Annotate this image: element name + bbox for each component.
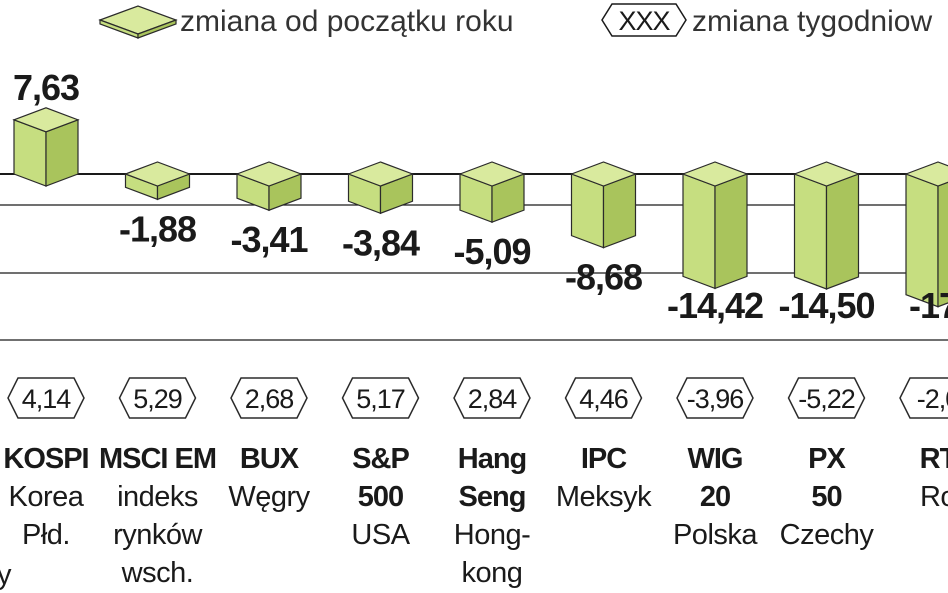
weekly-change-badge: 4,46 bbox=[564, 377, 643, 419]
weekly-change-badge: -2,0 bbox=[899, 377, 948, 419]
weekly-change-badge: 5,29 bbox=[118, 377, 197, 419]
category-description: Ro bbox=[920, 481, 948, 513]
bar bbox=[346, 161, 415, 215]
category-name: WIG bbox=[688, 443, 743, 475]
weekly-change-value: 4,14 bbox=[22, 384, 72, 414]
legend-hexagon-sample: XXX bbox=[618, 6, 670, 36]
category-description: Czechy bbox=[780, 519, 875, 551]
category-name: 500 bbox=[358, 481, 403, 513]
category-description: wsch. bbox=[121, 557, 194, 589]
category-name: Seng bbox=[459, 481, 526, 513]
category-description: Płd. bbox=[22, 519, 70, 551]
category-name: IPC bbox=[581, 443, 627, 475]
weekly-change-value: -2,0 bbox=[917, 384, 948, 414]
bar bbox=[123, 161, 192, 201]
category-description: Meksyk bbox=[556, 481, 652, 513]
weekly-change-value: 2,84 bbox=[468, 384, 518, 414]
category-name: S&P bbox=[352, 443, 409, 475]
bar bbox=[792, 161, 861, 290]
bar-value-label: -1,88 bbox=[119, 208, 196, 249]
bar-value-label: -5,09 bbox=[453, 231, 530, 272]
bar bbox=[904, 161, 948, 308]
weekly-change-badge: 2,68 bbox=[230, 377, 308, 419]
category-name: Hang bbox=[458, 443, 527, 475]
weekly-change-value: -3,96 bbox=[687, 384, 744, 414]
legend-hexagon-swatch bbox=[601, 3, 687, 37]
weekly-change-badges: 4,14 5,29 2,68 5,17 2,84 4,46 -3,96 -5,22 -2,0 bbox=[7, 377, 948, 419]
bar-value-label: -3,41 bbox=[230, 219, 308, 260]
category-name: RT bbox=[920, 443, 948, 475]
category-name: MSCI EM bbox=[99, 443, 216, 475]
left-edge-fragment: y bbox=[0, 559, 12, 591]
category-labels: KOSPI Korea Płd. MSCI EM indeks rynków wsch. BU… bbox=[3, 443, 948, 589]
bar-value-label: -3,84 bbox=[342, 222, 420, 263]
category-description: Korea bbox=[9, 481, 85, 513]
category-name: 50 bbox=[811, 481, 841, 513]
bar-value-label: -14,50 bbox=[778, 285, 874, 326]
bar-value-label: -17, bbox=[909, 285, 948, 326]
legend-weekly-label: zmiana tygodniow bbox=[692, 5, 932, 38]
weekly-change-value: 4,46 bbox=[579, 384, 628, 414]
category-description: USA bbox=[351, 519, 410, 551]
weekly-change-value: -5,22 bbox=[798, 384, 855, 414]
bar bbox=[681, 161, 749, 290]
weekly-change-badge: 2,84 bbox=[453, 377, 531, 419]
bar bbox=[12, 107, 80, 187]
bars bbox=[12, 107, 948, 308]
category-description: Hong- bbox=[454, 519, 531, 551]
weekly-change-value: 5,29 bbox=[133, 384, 182, 414]
category-description: rynków bbox=[113, 519, 203, 551]
weekly-change-badge: -5,22 bbox=[787, 377, 866, 419]
category-name: PX bbox=[808, 443, 846, 475]
weekly-change-badge: -3,96 bbox=[676, 377, 754, 419]
category-name: KOSPI bbox=[3, 443, 88, 475]
category-description: Polska bbox=[673, 519, 758, 551]
category-description: Węgry bbox=[228, 481, 310, 513]
legend: zmiana od początku roku XXX zmiana tygod… bbox=[98, 3, 932, 39]
legend-bar-swatch bbox=[98, 5, 178, 39]
category-description: indeks bbox=[117, 481, 198, 513]
legend-ytd-label: zmiana od początku roku bbox=[180, 5, 514, 38]
weekly-change-value: 2,68 bbox=[245, 384, 294, 414]
category-name: BUX bbox=[240, 443, 300, 475]
bar bbox=[458, 161, 526, 224]
bar bbox=[569, 161, 638, 249]
category-description: kong bbox=[462, 557, 523, 589]
bar-value-label: -14,42 bbox=[667, 285, 763, 326]
weekly-change-badge: 5,17 bbox=[341, 377, 420, 419]
bar bbox=[235, 161, 303, 212]
weekly-change-badge: 4,14 bbox=[7, 377, 85, 419]
weekly-change-value: 5,17 bbox=[356, 384, 405, 414]
bar-value-label: -8,68 bbox=[565, 257, 642, 298]
category-name: 20 bbox=[700, 481, 730, 513]
bar-value-label: 7,63 bbox=[13, 67, 79, 108]
value-labels: 7,63 -1,88 -3,41 -3,84 -5,09 -8,68 -14,42 -14,5… bbox=[13, 67, 948, 326]
